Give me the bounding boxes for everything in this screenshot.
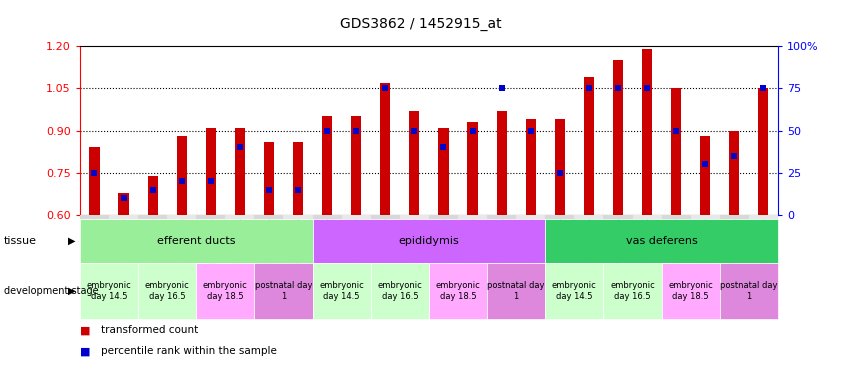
Point — [204, 178, 218, 184]
Bar — [526, 119, 536, 215]
Text: ■: ■ — [80, 325, 90, 335]
Text: embryonic
day 18.5: embryonic day 18.5 — [669, 281, 713, 301]
Text: embryonic
day 16.5: embryonic day 16.5 — [145, 281, 189, 301]
Text: percentile rank within the sample: percentile rank within the sample — [101, 346, 277, 356]
Bar — [468, 122, 478, 215]
Text: postnatal day
1: postnatal day 1 — [720, 281, 778, 301]
Bar — [410, 111, 420, 215]
Point — [408, 127, 421, 134]
Text: embryonic
day 14.5: embryonic day 14.5 — [320, 281, 364, 301]
Text: ▶: ▶ — [68, 236, 76, 246]
Point — [757, 85, 770, 91]
Point — [291, 187, 304, 193]
Text: embryonic
day 18.5: embryonic day 18.5 — [203, 281, 248, 301]
Point — [466, 127, 479, 134]
Point — [262, 187, 276, 193]
Bar — [642, 49, 652, 215]
Bar — [147, 175, 158, 215]
Point — [582, 85, 595, 91]
Text: ▶: ▶ — [68, 286, 76, 296]
Bar — [322, 116, 332, 215]
Text: epididymis: epididymis — [399, 236, 459, 246]
Bar — [584, 77, 594, 215]
Bar — [119, 192, 129, 215]
Text: embryonic
day 16.5: embryonic day 16.5 — [378, 281, 422, 301]
Bar — [555, 119, 565, 215]
Text: postnatal day
1: postnatal day 1 — [488, 281, 545, 301]
Point — [611, 85, 625, 91]
Text: tissue: tissue — [4, 236, 37, 246]
Bar — [206, 128, 216, 215]
Bar — [264, 142, 274, 215]
Point — [640, 85, 653, 91]
Point — [524, 127, 537, 134]
Bar — [613, 60, 623, 215]
Bar — [293, 142, 303, 215]
Point — [378, 85, 392, 91]
Bar — [380, 83, 390, 215]
Point — [699, 161, 712, 167]
Bar — [700, 136, 711, 215]
Text: embryonic
day 16.5: embryonic day 16.5 — [610, 281, 655, 301]
Text: postnatal day
1: postnatal day 1 — [255, 281, 312, 301]
Bar — [89, 147, 99, 215]
Point — [436, 144, 450, 151]
Bar — [496, 111, 507, 215]
Text: embryonic
day 14.5: embryonic day 14.5 — [87, 281, 131, 301]
Point — [175, 178, 188, 184]
Point — [350, 127, 363, 134]
Point — [233, 144, 246, 151]
Bar — [671, 88, 681, 215]
Text: transformed count: transformed count — [101, 325, 198, 335]
Bar — [177, 136, 187, 215]
Text: GDS3862 / 1452915_at: GDS3862 / 1452915_at — [340, 17, 501, 31]
Text: embryonic
day 14.5: embryonic day 14.5 — [552, 281, 597, 301]
Bar — [351, 116, 362, 215]
Bar — [729, 131, 739, 215]
Bar — [235, 128, 245, 215]
Point — [320, 127, 334, 134]
Point — [553, 170, 567, 176]
Bar — [438, 128, 448, 215]
Text: vas deferens: vas deferens — [626, 236, 697, 246]
Point — [495, 85, 508, 91]
Text: ■: ■ — [80, 346, 90, 356]
Text: embryonic
day 18.5: embryonic day 18.5 — [436, 281, 480, 301]
Point — [117, 195, 130, 201]
Point — [87, 170, 101, 176]
Bar — [759, 88, 769, 215]
Point — [145, 187, 159, 193]
Point — [727, 153, 741, 159]
Text: development stage: development stage — [4, 286, 99, 296]
Point — [669, 127, 683, 134]
Text: efferent ducts: efferent ducts — [157, 236, 235, 246]
